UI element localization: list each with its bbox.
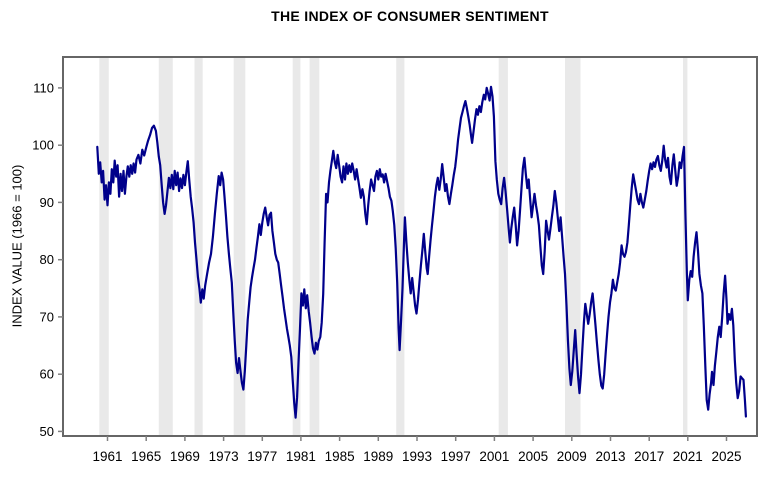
x-tick-label: 1965 (131, 449, 161, 464)
x-tick-label: 2009 (557, 449, 587, 464)
y-tick-label: 110 (33, 80, 54, 95)
sentiment-line (96, 85, 748, 419)
recession-band (309, 58, 320, 435)
y-tick-label: 100 (32, 138, 54, 153)
recession-band (233, 58, 246, 435)
y-tick-label: 80 (40, 252, 54, 267)
recession-band (292, 58, 301, 435)
x-tick-label: 1973 (209, 449, 239, 464)
y-tick-label: 90 (40, 195, 54, 210)
x-tick-label: 1981 (286, 449, 316, 464)
x-tick-label: 2013 (595, 449, 625, 464)
recession-band (99, 58, 109, 435)
x-tick-label: 1961 (92, 449, 122, 464)
x-tick-label: 1997 (441, 449, 471, 464)
x-tick-label: 1993 (402, 449, 432, 464)
x-tick-label: 1989 (363, 449, 393, 464)
x-tick-label: 2017 (634, 449, 664, 464)
x-tick-label: 1969 (170, 449, 200, 464)
recession-band (158, 58, 173, 435)
x-tick-label: 1977 (247, 449, 277, 464)
recession-band (498, 58, 508, 435)
x-tick-label: 2025 (711, 449, 741, 464)
x-tick-label: 2005 (518, 449, 548, 464)
x-tick-label: 2021 (673, 449, 703, 464)
x-tick-label: 1985 (325, 449, 355, 464)
plot-border (62, 56, 758, 437)
y-tick-label: 60 (40, 367, 54, 382)
x-tick-label: 2001 (479, 449, 509, 464)
y-tick-label: 50 (40, 424, 54, 439)
recession-band (396, 58, 405, 435)
y-tick-label: 70 (40, 309, 54, 324)
recession-band (194, 58, 203, 435)
y-axis-title: INDEX VALUE (1966 = 100) (9, 164, 25, 328)
chart-title: THE INDEX OF CONSUMER SENTIMENT (271, 8, 549, 24)
